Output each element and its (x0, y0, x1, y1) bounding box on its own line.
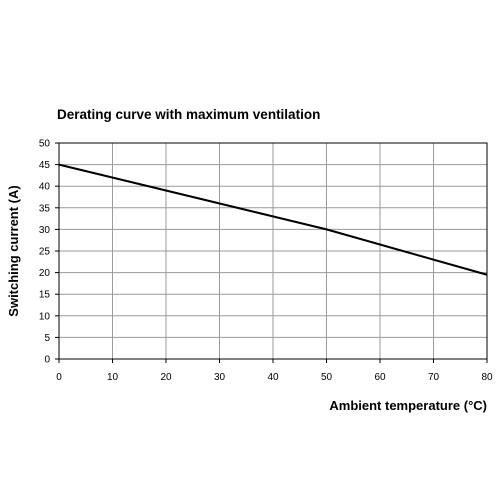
y-axis-label: Switching current (A) (6, 185, 21, 316)
x-tick-label: 20 (160, 372, 172, 383)
y-tick-label: 0 (44, 355, 50, 366)
grid-lines (58, 142, 488, 360)
y-tick-label: 20 (39, 268, 51, 279)
x-tick-label: 50 (321, 372, 333, 383)
y-tick-label: 50 (39, 139, 51, 150)
x-tick-label: 30 (214, 372, 226, 383)
x-tick-label: 40 (267, 372, 279, 383)
y-tick-label: 45 (39, 160, 51, 171)
x-tick-label: 10 (107, 372, 119, 383)
chart-title: Derating curve with maximum ventilation (57, 107, 320, 122)
y-tick-label: 30 (39, 225, 51, 236)
y-tick-label: 10 (39, 311, 51, 322)
x-tick-label: 60 (374, 372, 386, 383)
x-tick-label: 80 (481, 372, 493, 383)
y-tick-label: 35 (39, 203, 51, 214)
x-tick-label: 70 (428, 372, 440, 383)
plot-frame (58, 142, 488, 360)
axis-ticks: 0 10 20 30 40 50 60 70 80 0 5 10 15 20 25 30 35 40 45 50 (39, 139, 493, 384)
x-tick-label: 0 (56, 372, 62, 383)
y-tick-label: 15 (39, 290, 51, 301)
x-axis-label: Ambient temperature (°C) (329, 398, 487, 413)
y-tick-label: 40 (39, 182, 51, 193)
y-tick-label: 5 (44, 333, 50, 344)
series-group (58, 163, 488, 276)
y-tick-label: 25 (39, 247, 51, 258)
